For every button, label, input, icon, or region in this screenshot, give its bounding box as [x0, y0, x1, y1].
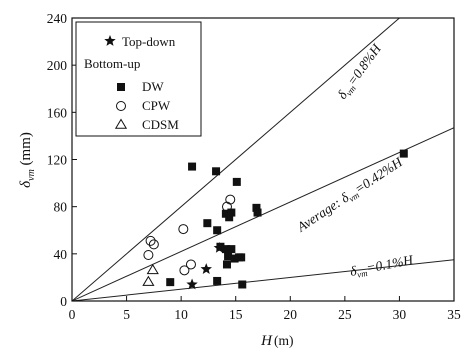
legend-label-dw: DW [142, 79, 164, 94]
y-tick-label: 120 [47, 153, 68, 168]
x-tick-label: 20 [284, 307, 298, 322]
data-point-top-down [186, 278, 198, 290]
x-tick-label: 0 [69, 307, 76, 322]
data-point-cpw [225, 194, 236, 205]
data-point-dw [399, 149, 408, 158]
x-tick-label: 35 [447, 307, 461, 322]
data-point-cpw [221, 201, 232, 212]
data-point-cpw [148, 239, 159, 250]
y-tick-label: 200 [47, 58, 68, 73]
legend-label-cdsm: CDSM [142, 117, 179, 132]
reference-line [72, 127, 454, 301]
legend-item-top-down: Top-down [104, 34, 176, 49]
legend-marker-cdsm [114, 118, 128, 129]
reference-lines [72, 18, 454, 301]
legend-label-top-down: Top-down [122, 34, 176, 49]
data-point-cpw [178, 224, 189, 235]
legend-item-cdsm: CDSM [114, 117, 179, 132]
data-point-dw [230, 254, 239, 263]
data-points [142, 149, 408, 290]
data-point-dw [216, 242, 225, 251]
svg-text:δvm=0.1%H: δvm=0.1%H [349, 252, 416, 281]
x-axis: 0 5 10 15 20 25 30 35 [69, 296, 461, 322]
data-point-dw [252, 203, 261, 212]
x-tick-label: 15 [229, 307, 243, 322]
svg-text:δvm=0.8%H: δvm=0.8%H [334, 40, 386, 103]
data-point-dw [213, 226, 222, 235]
data-point-cdsm [146, 263, 159, 275]
legend-marker-top-down [104, 35, 116, 46]
data-point-dw [212, 167, 221, 176]
svg-text:Average: δvm=0.42%H: Average: δvm=0.42%H [294, 154, 408, 237]
data-point-dw [238, 280, 247, 289]
y-tick-label: 40 [54, 247, 68, 262]
legend-marker-cpw [116, 101, 126, 111]
data-point-dw [253, 208, 262, 217]
data-point-dw [232, 177, 241, 186]
data-point-dw [224, 252, 233, 261]
x-tick-label: 10 [174, 307, 188, 322]
y-tick-label: 240 [47, 11, 68, 26]
y-axis-title: δvm (mm) [18, 132, 37, 188]
x-axis-unit: (m) [274, 333, 294, 348]
data-point-dw [225, 213, 234, 222]
ref-label-0.8: δvm=0.8%H [334, 40, 386, 103]
legend-item-dw: DW [117, 79, 164, 94]
y-axis: 0 40 80 120 160 200 240 [47, 11, 77, 309]
data-point-dw [227, 208, 236, 217]
ref-label-0.1: δvm=0.1%H [349, 252, 416, 281]
legend-box [75, 21, 202, 137]
data-point-cdsm [142, 275, 155, 286]
data-point-cpw [185, 259, 196, 270]
data-point-cpw [143, 250, 154, 261]
y-tick-label: 0 [60, 294, 67, 309]
data-point-dw [222, 260, 231, 269]
legend-label-cpw: CPW [142, 98, 171, 113]
legend-marker-dw [117, 83, 125, 91]
x-tick-label: 25 [338, 307, 352, 322]
svg-text:δvm (mm): δvm (mm) [18, 132, 37, 188]
data-point-dw [221, 245, 230, 254]
x-axis-title: H [260, 333, 273, 349]
y-tick-label: 80 [54, 200, 68, 215]
data-point-dw [237, 253, 246, 262]
data-point-dw [166, 278, 175, 287]
ref-label-0.42: Average: δvm=0.42%H [294, 154, 408, 237]
y-tick-label: 160 [47, 105, 68, 120]
data-point-dw [188, 162, 197, 171]
data-point-cpw [179, 265, 190, 276]
legend: Top-down Bottom-up DW CPW CDSM [75, 21, 202, 137]
y-axis-symbol: δ [18, 180, 34, 188]
data-point-dw [203, 219, 212, 228]
reference-line [72, 18, 401, 301]
data-point-cpw [145, 235, 156, 246]
data-point-dw [227, 245, 236, 254]
legend-item-cpw: CPW [116, 98, 171, 113]
data-point-dw [213, 276, 222, 285]
data-point-top-down [200, 263, 212, 275]
y-axis-subscript: vm [26, 169, 37, 181]
legend-group-title: Bottom-up [84, 56, 140, 71]
x-tick-label: 30 [393, 307, 407, 322]
y-axis-unit: (mm) [18, 132, 34, 165]
x-tick-label: 5 [123, 307, 130, 322]
reference-line [72, 259, 454, 301]
